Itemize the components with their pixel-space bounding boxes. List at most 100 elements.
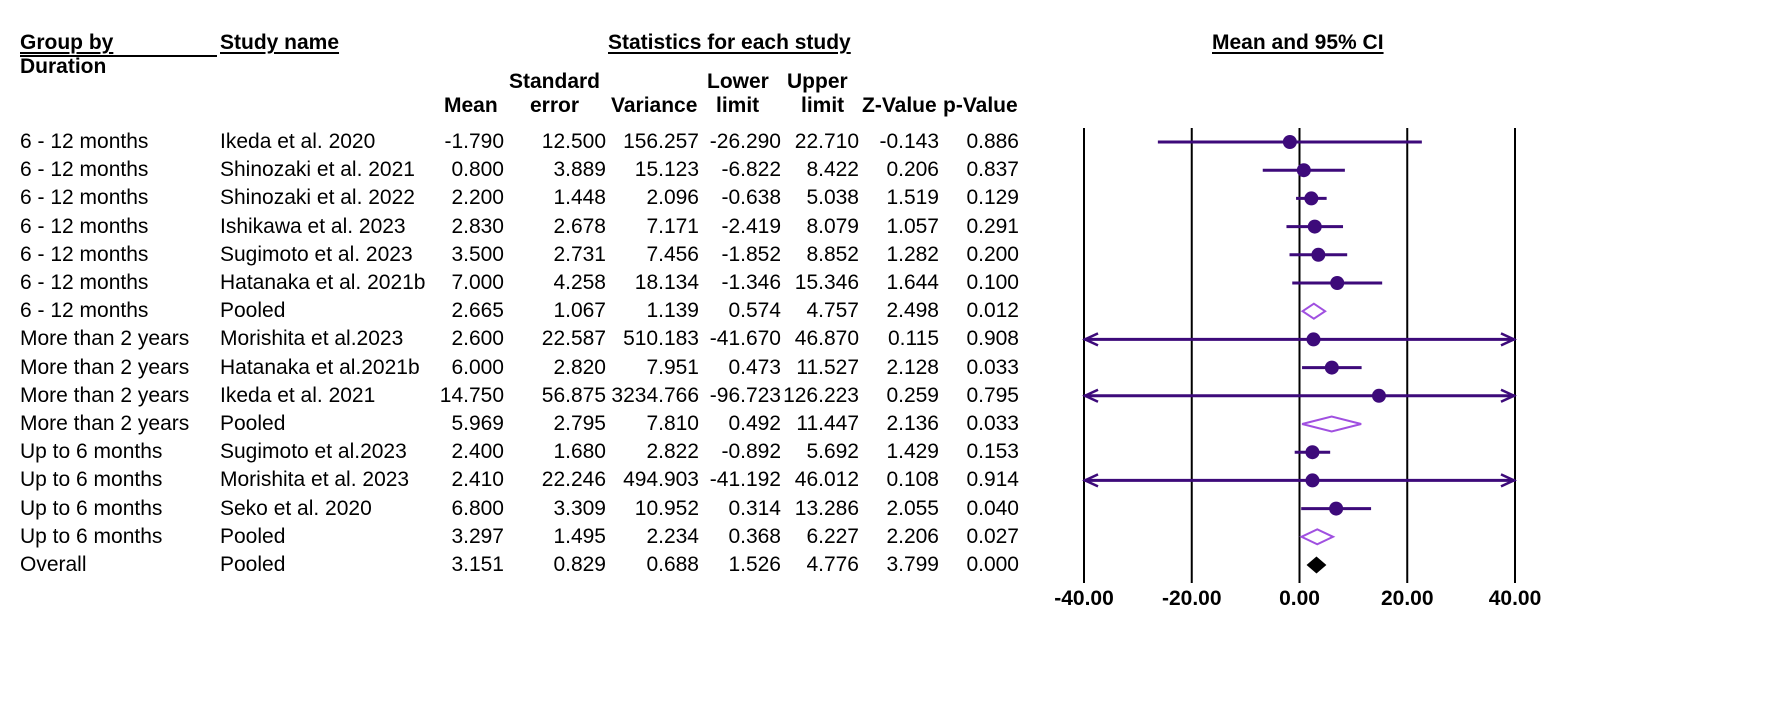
col-z-header: Z-Value: [862, 94, 937, 117]
cell-p: 0.100: [966, 271, 1019, 294]
col-se-header-1: Standard: [509, 70, 601, 93]
cell-mean: 0.800: [451, 158, 504, 182]
point-estimate: [1311, 247, 1326, 262]
cell-mean: 2.830: [451, 214, 504, 238]
group-by-underline: [20, 55, 217, 57]
cell-mean: 6.800: [451, 496, 504, 520]
overall-diamond: [1306, 556, 1327, 574]
cell-p: 0.837: [966, 158, 1019, 182]
cell-study: Hatanaka et al. 2021b: [220, 271, 426, 294]
ci-arrow-left: [1082, 332, 1099, 347]
cell-lower: -0.892: [721, 440, 781, 464]
cell-se: 4.258: [553, 271, 606, 294]
cell-group: 6 - 12 months: [20, 186, 149, 210]
cell-z: 0.206: [886, 158, 939, 182]
cell-lower: -26.290: [709, 130, 781, 153]
cell-z: -0.143: [879, 130, 939, 153]
point-estimate: [1307, 219, 1322, 234]
cell-z: 1.519: [886, 186, 939, 210]
cell-z: 0.108: [886, 468, 939, 492]
pooled-diamond: [1299, 528, 1336, 546]
cell-se: 22.587: [541, 327, 606, 351]
table-row: 6 - 12 months Ikeda et al. 2020 -1.790 12.5…: [0, 126, 1772, 158]
cell-upper: 11.447: [796, 412, 859, 435]
x-tick-label: -20.00: [1161, 587, 1222, 610]
cell-mean: 3.297: [451, 524, 504, 548]
cell-lower: -2.419: [721, 214, 781, 238]
cell-group: 6 - 12 months: [20, 242, 149, 266]
x-tick-label: -40.00: [1054, 587, 1114, 610]
table-row: 6 - 12 months Hatanaka et al. 2021b 7.000 4…: [0, 267, 1772, 299]
point-estimate: [1324, 360, 1339, 375]
cell-z: 2.136: [886, 412, 939, 435]
group-by-header: Group by: [20, 31, 114, 54]
cell-se: 22.246: [541, 468, 606, 492]
cell-variance: 7.951: [646, 355, 699, 379]
cell-z: 0.259: [886, 383, 939, 407]
cell-variance: 2.096: [646, 186, 699, 210]
cell-z: 1.429: [886, 440, 939, 464]
cell-z: 1.282: [886, 242, 939, 266]
cell-group: 6 - 12 months: [20, 271, 149, 294]
cell-se: 12.500: [541, 130, 606, 153]
cell-lower: -1.346: [721, 271, 781, 294]
table-row: 6 - 12 months Pooled 2.665 1.067 1.139 0.574 4…: [0, 295, 1772, 327]
cell-p: 0.914: [966, 468, 1019, 492]
cell-p: 0.040: [966, 496, 1019, 520]
cell-variance: 494.903: [623, 468, 699, 492]
cell-mean: 2.600: [451, 327, 504, 351]
cell-mean: 3.500: [451, 242, 504, 266]
cell-variance: 7.171: [646, 214, 699, 238]
cell-z: 1.057: [886, 214, 939, 238]
cell-upper: 8.852: [806, 242, 859, 266]
ci-arrow-left: [1082, 473, 1099, 488]
cell-group: More than 2 years: [20, 355, 190, 379]
cell-p: 0.033: [966, 355, 1019, 379]
cell-upper: 13.286: [794, 496, 859, 520]
point-estimate: [1296, 163, 1311, 178]
cell-p: 0.012: [966, 299, 1019, 323]
cell-upper: 5.692: [806, 440, 859, 464]
cell-group: Up to 6 months: [20, 496, 163, 520]
cell-se: 1.067: [553, 299, 606, 323]
pooled-diamond: [1301, 415, 1362, 433]
table-row: 6 - 12 months Sugimoto et al. 2023 3.500 2.…: [0, 239, 1772, 271]
cell-study: Sugimoto et al.2023: [220, 440, 407, 464]
point-estimate: [1305, 473, 1320, 488]
col-variance-header: Variance: [611, 94, 698, 117]
col-se-header-2: error: [530, 94, 580, 117]
cell-mean: -1.790: [444, 130, 504, 153]
cell-z: 2.128: [886, 355, 939, 379]
x-tick-label: 40.00: [1488, 587, 1542, 610]
cell-variance: 2.234: [646, 524, 699, 548]
cell-p: 0.795: [966, 383, 1019, 407]
cell-se: 1.680: [553, 440, 606, 464]
cell-se: 2.820: [553, 355, 606, 379]
cell-variance: 156.257: [623, 130, 699, 153]
cell-mean: 14.750: [439, 383, 504, 407]
cell-se: 2.731: [553, 242, 606, 266]
cell-se: 1.495: [553, 524, 606, 548]
cell-lower: 0.368: [728, 524, 781, 548]
cell-p: 0.291: [966, 214, 1019, 238]
cell-variance: 510.183: [623, 327, 699, 351]
cell-study: Ikeda et al. 2021: [220, 383, 376, 407]
statistics-header: Statistics for each study: [608, 31, 851, 54]
table-row: Up to 6 months Morishita et al. 2023 2.410…: [0, 464, 1772, 496]
x-tick-label: 20.00: [1380, 587, 1434, 610]
mean-ci-header: Mean and 95% CI: [1212, 31, 1384, 54]
ci-arrow-right: [1500, 332, 1517, 347]
col-lower-header-2: limit: [716, 94, 760, 117]
cell-lower: -0.638: [721, 186, 781, 210]
cell-z: 0.115: [888, 327, 939, 351]
cell-lower: 0.314: [728, 496, 781, 520]
cell-study: Hatanaka et al.2021b: [220, 355, 420, 379]
col-mean-header: Mean: [444, 94, 498, 117]
cell-variance: 2.822: [646, 440, 699, 464]
cell-group: More than 2 years: [20, 327, 190, 351]
cell-z: 2.206: [886, 524, 939, 548]
cell-upper: 126.223: [783, 383, 859, 407]
cell-p: 0.000: [966, 553, 1019, 576]
ci-arrow-left: [1082, 388, 1099, 403]
